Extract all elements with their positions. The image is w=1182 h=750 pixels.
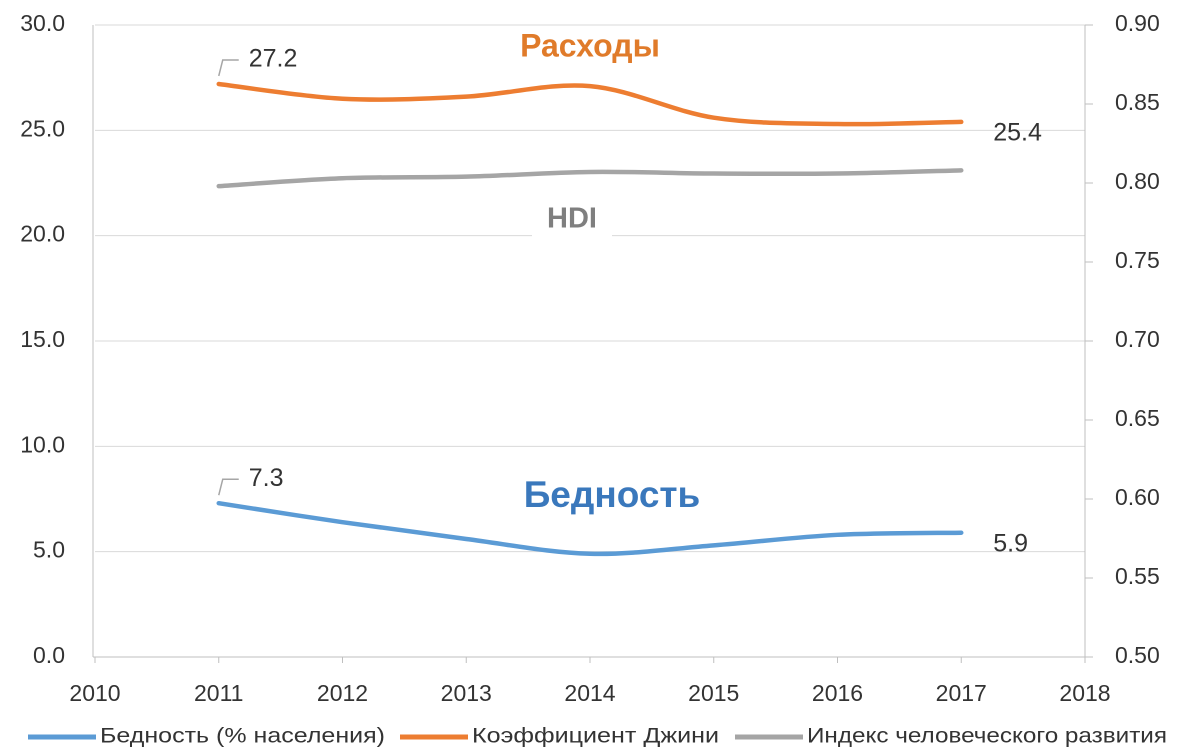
series-line xyxy=(216,81,964,127)
legend-label: Бедность (% населения) xyxy=(100,725,385,748)
series-line xyxy=(216,500,964,557)
y2-tick-label: 0.55 xyxy=(1115,563,1160,589)
y2-tick-label: 0.75 xyxy=(1115,247,1160,273)
annotation-bg xyxy=(497,471,727,523)
x-tick-label: 2013 xyxy=(441,680,492,706)
y-tick-label: 15.0 xyxy=(20,326,65,352)
y2-tick-label: 0.60 xyxy=(1115,484,1160,510)
y2-tick-label: 0.65 xyxy=(1115,405,1160,431)
y-tick-label: 25.0 xyxy=(20,115,65,141)
label-leader xyxy=(218,478,239,496)
x-tick-label: 2016 xyxy=(812,680,863,706)
x-tick-label: 2017 xyxy=(936,680,987,706)
annotation: Бедность xyxy=(524,474,701,515)
legend-label: Коэффициент Джини xyxy=(472,725,719,748)
x-tick-label: 2014 xyxy=(564,680,615,706)
x-tick-label: 2011 xyxy=(194,680,243,706)
y2-tick-label: 0.80 xyxy=(1115,168,1160,194)
x-tick-label: 2018 xyxy=(1059,680,1110,706)
label-leader xyxy=(218,59,239,77)
y-tick-label: 5.0 xyxy=(33,537,65,563)
y-tick-label: 10.0 xyxy=(20,431,65,457)
y2-tick-label: 0.50 xyxy=(1115,642,1160,668)
x-tick-label: 2010 xyxy=(69,680,120,706)
annotation: Расходы xyxy=(520,27,660,63)
data-label: 5.9 xyxy=(993,529,1028,557)
series-line xyxy=(216,168,964,189)
data-label: 7.3 xyxy=(249,464,284,492)
x-tick-label: 2012 xyxy=(317,680,368,706)
y2-tick-label: 0.85 xyxy=(1115,89,1160,115)
legend-label: Индекс человеческого развития xyxy=(807,725,1167,748)
data-label: 27.2 xyxy=(249,45,298,73)
annotation: HDI xyxy=(547,203,597,235)
annotation-bg xyxy=(490,25,690,71)
y-tick-label: 0.0 xyxy=(33,642,65,668)
y2-tick-label: 0.90 xyxy=(1115,10,1160,36)
x-tick-label: 2015 xyxy=(688,680,739,706)
y-tick-label: 30.0 xyxy=(20,10,65,36)
y2-tick-label: 0.70 xyxy=(1115,326,1160,352)
annotation-bg xyxy=(532,199,612,241)
y-tick-label: 20.0 xyxy=(20,221,65,247)
data-label: 25.4 xyxy=(993,119,1042,147)
